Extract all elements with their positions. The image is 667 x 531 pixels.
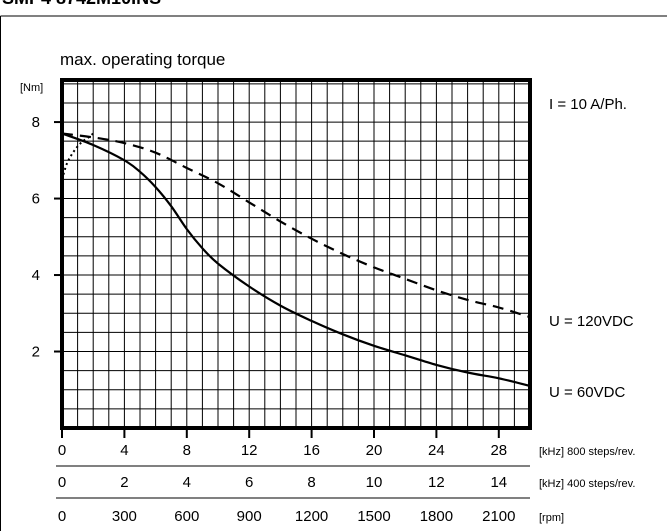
x-tick-label: 2 bbox=[120, 474, 128, 491]
x-axis-unit: [kHz] 400 steps/rev. bbox=[539, 478, 635, 490]
x-tick-label: 900 bbox=[237, 508, 262, 525]
x-axis-unit: [rpm] bbox=[539, 512, 564, 524]
x-tick-label: 2100 bbox=[482, 508, 515, 525]
x-tick-label: 12 bbox=[428, 474, 445, 491]
y-tick-label: 8 bbox=[32, 114, 40, 131]
y-tick-label: 4 bbox=[32, 267, 40, 284]
x-tick-label: 0 bbox=[58, 442, 66, 459]
series-line-1 bbox=[61, 132, 531, 319]
x-tick-label: 4 bbox=[183, 474, 191, 491]
plot-frame bbox=[60, 78, 532, 430]
chart-title: max. operating torque bbox=[60, 50, 225, 69]
x-tick-label: 1200 bbox=[295, 508, 328, 525]
x-tick-label: 600 bbox=[174, 508, 199, 525]
x-tick-label: 16 bbox=[303, 442, 320, 459]
x-tick-label: 20 bbox=[366, 442, 383, 459]
series-label-120vdc: U = 120VDC bbox=[549, 313, 634, 330]
x-tick-label: 4 bbox=[120, 442, 128, 459]
current-annotation: I = 10 A/Ph. bbox=[549, 96, 627, 113]
y-tick-label: 2 bbox=[32, 344, 40, 361]
y-axis-ticks: 2 4 6 8 bbox=[32, 114, 62, 361]
x-tick-label: 6 bbox=[245, 474, 253, 491]
x-tick-label: 8 bbox=[307, 474, 315, 491]
series-line-2 bbox=[61, 132, 531, 387]
x-tick-label: 0 bbox=[58, 508, 66, 525]
x-axis-unit: [kHz] 800 steps/rev. bbox=[539, 446, 635, 458]
x-tick-label: 28 bbox=[490, 442, 507, 459]
grid bbox=[62, 80, 530, 428]
x-tick-label: 14 bbox=[490, 474, 507, 491]
x-tick-label: 300 bbox=[112, 508, 137, 525]
series-label-60vdc: U = 60VDC bbox=[549, 384, 625, 401]
x-tick-label: 10 bbox=[366, 474, 383, 491]
outer-frame bbox=[0, 15, 667, 531]
x-tick-label: 1800 bbox=[420, 508, 453, 525]
x-tick-label: 8 bbox=[183, 442, 191, 459]
y-axis-unit: [Nm] bbox=[20, 82, 43, 94]
x-tick-label: 0 bbox=[58, 474, 66, 491]
header-model: SMP4 8742M10INS bbox=[2, 0, 161, 8]
series-layer bbox=[61, 132, 531, 387]
x-tick-label: 24 bbox=[428, 442, 445, 459]
x-tick-label: 1500 bbox=[357, 508, 390, 525]
y-tick-label: 6 bbox=[32, 191, 40, 208]
series-line-3 bbox=[61, 132, 94, 180]
x-tick-label: 12 bbox=[241, 442, 258, 459]
x-axes: 0 4 8 12 16 20 24 28 [kHz] 800 steps/rev.0 2 4 6 8 10… bbox=[56, 428, 635, 525]
